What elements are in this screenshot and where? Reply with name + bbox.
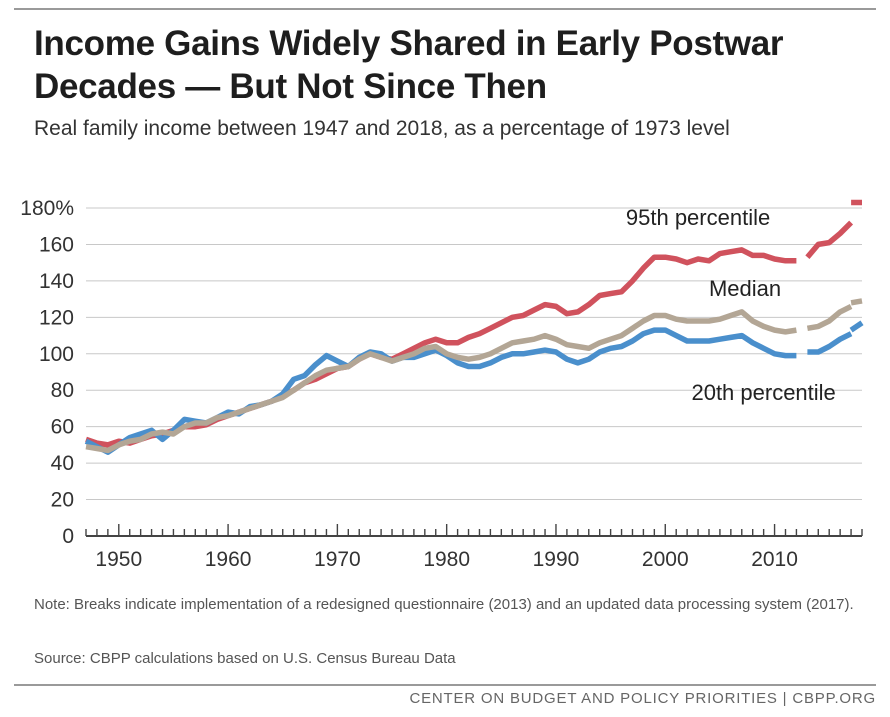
y-tick-label: 80 — [51, 379, 74, 402]
y-tick-label: 100 — [39, 343, 74, 366]
y-tick-label: 20 — [51, 489, 74, 512]
y-axis-labels: 180% 160 140 120 100 80 60 40 20 0 — [20, 197, 74, 548]
footer-credit: CENTER ON BUDGET AND POLICY PRIORITIES |… — [409, 690, 876, 707]
series-label: 20th percentile — [691, 380, 835, 405]
x-tick-label: 2010 — [751, 548, 798, 571]
y-tick-label: 140 — [39, 270, 74, 293]
x-tick-label: 2000 — [642, 548, 689, 571]
top-rule — [14, 8, 876, 10]
x-axis-ticks — [85, 524, 863, 536]
series-line-segment — [806, 303, 853, 332]
x-tick-label: 1970 — [314, 548, 361, 571]
chart-source: Source: CBPP calculations based on U.S. … — [34, 650, 456, 667]
y-tick-label: 180% — [20, 197, 74, 220]
series-label: Median — [709, 276, 781, 301]
x-tick-label: 1960 — [205, 548, 252, 571]
series-line-segment — [805, 220, 854, 259]
x-tick-label: 1990 — [533, 548, 580, 571]
x-tick-label: 1950 — [95, 548, 142, 571]
series-line-segment — [849, 320, 864, 333]
chart-title: Income Gains Widely Shared in Early Post… — [34, 24, 784, 106]
series-labels: 95th percentile Median 20th percentile — [626, 205, 836, 405]
series-line-segment — [850, 298, 863, 306]
series-lines — [84, 199, 864, 455]
series-line-segment — [807, 331, 853, 355]
bottom-rule — [14, 684, 876, 686]
y-tick-label: 60 — [51, 416, 74, 439]
series-line-segment — [85, 309, 797, 454]
series-median — [85, 298, 863, 454]
gridlines — [86, 207, 862, 537]
y-tick-label: 160 — [39, 233, 74, 256]
chart-note: Note: Breaks indicate implementation of … — [34, 596, 854, 613]
series-label: 95th percentile — [626, 205, 770, 230]
x-tick-label: 1980 — [423, 548, 470, 571]
y-tick-label: 0 — [62, 525, 74, 548]
y-tick-label: 40 — [51, 452, 74, 475]
chart-subtitle: Real family income between 1947 and 2018… — [34, 117, 730, 140]
series-95th-percentile — [85, 199, 862, 448]
x-axis-labels: 1950 1960 1970 1980 1990 2000 2010 — [95, 548, 797, 571]
y-tick-label: 120 — [39, 306, 74, 329]
